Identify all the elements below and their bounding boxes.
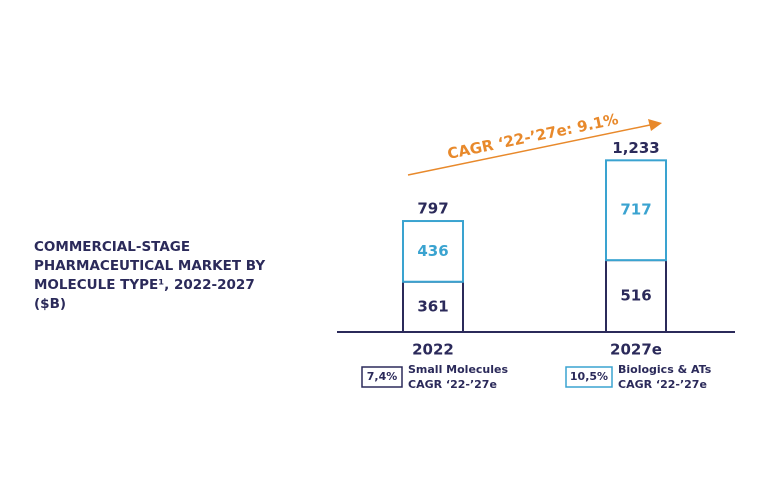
total-label: 1,233 [612,139,659,157]
legend-box [565,366,613,388]
segment-label: 361 [417,297,448,315]
legend-label: Biologics & ATs [618,363,712,376]
cagr-arrow [407,124,651,176]
bar-segment [605,259,667,333]
bar-segment [605,159,667,262]
legend-caption: CAGR ‘22-’27e [618,378,707,391]
legend-label: Small Molecules [408,363,508,376]
segment-label: 436 [417,242,448,260]
legend-cagr: 7,4% [367,370,398,383]
bar-segment [402,280,464,334]
legend-cagr: 10,5% [570,370,608,383]
total-label: 797 [417,200,448,218]
legend-caption: CAGR ‘22-’27e [408,378,497,391]
segment-label: 717 [620,201,651,219]
x-tick-label: 2022 [412,341,454,359]
x-tick-label: 2027e [610,341,662,359]
segment-label: 516 [620,287,651,305]
arrow-head [648,119,662,131]
chart-title: COMMERCIAL-STAGE PHARMACEUTICAL MARKET B… [34,239,266,312]
legend-box [361,366,403,388]
bar-segment [402,220,464,283]
